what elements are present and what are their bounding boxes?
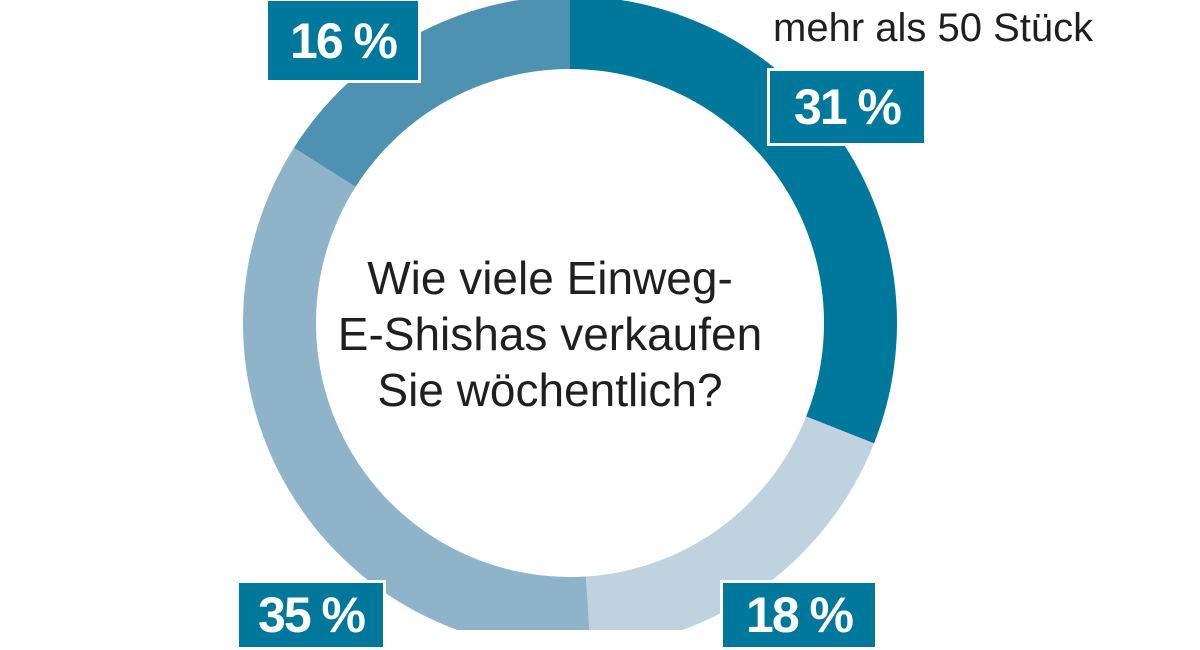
donut-slice-3 — [243, 147, 590, 630]
data-label-slice-4: 16 % — [265, 0, 421, 83]
chart-title-line-1: Wie viele Einweg- — [367, 252, 733, 304]
data-label-slice-2: 18 % — [720, 580, 878, 650]
chart-title-line-2: E-Shishas verkaufen — [337, 308, 763, 360]
chart-title: Wie viele Einweg- E-Shishas verkaufen Si… — [300, 250, 800, 418]
data-label-slice-3: 35 % — [236, 580, 386, 650]
slice-label-1: mehr als 50 Stück — [773, 6, 1094, 50]
chart-title-line-3: Sie wöchentlich? — [377, 364, 723, 416]
donut-slice-2 — [585, 416, 875, 630]
data-label-slice-1: 31 % — [767, 68, 927, 146]
donut-slice-4 — [293, 0, 570, 187]
